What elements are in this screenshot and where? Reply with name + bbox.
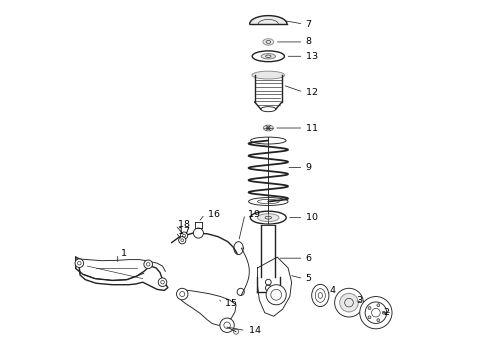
Polygon shape [261,225,275,277]
Circle shape [158,278,167,287]
Text: 18: 18 [175,220,191,229]
Circle shape [377,304,380,307]
Polygon shape [76,257,168,291]
Ellipse shape [261,54,275,59]
Text: 6: 6 [303,254,313,263]
Ellipse shape [250,211,286,224]
Circle shape [144,260,152,269]
Text: 15: 15 [221,299,237,308]
Circle shape [368,307,371,310]
Circle shape [365,302,387,323]
Text: 8: 8 [303,37,313,46]
Text: 13: 13 [303,52,318,61]
Circle shape [266,285,286,305]
Circle shape [368,316,371,319]
Circle shape [377,319,380,321]
Text: 16: 16 [205,210,220,219]
Circle shape [180,232,188,239]
Circle shape [340,293,358,312]
Text: 9: 9 [303,163,313,172]
Circle shape [75,259,84,267]
Polygon shape [180,289,236,325]
Text: 17: 17 [175,228,191,237]
Text: 7: 7 [303,19,313,28]
Ellipse shape [258,214,279,222]
Ellipse shape [252,51,285,62]
Text: 5: 5 [303,274,313,283]
Ellipse shape [252,71,285,79]
Circle shape [179,237,186,244]
Ellipse shape [312,284,329,307]
Text: 19: 19 [245,210,260,219]
Text: 1: 1 [118,249,127,258]
Text: 3: 3 [354,296,364,305]
Text: 4: 4 [327,286,337,295]
Text: 11: 11 [303,123,318,132]
Text: 14: 14 [245,326,261,335]
Ellipse shape [263,39,274,45]
Circle shape [360,297,392,329]
Circle shape [220,318,234,332]
Text: 10: 10 [303,213,318,222]
Polygon shape [258,257,292,316]
Ellipse shape [263,125,273,131]
Ellipse shape [248,198,288,206]
Text: 2: 2 [381,308,390,317]
Circle shape [335,288,364,317]
Circle shape [382,311,385,314]
Text: 12: 12 [303,87,318,96]
Circle shape [176,288,188,300]
Circle shape [194,228,203,238]
